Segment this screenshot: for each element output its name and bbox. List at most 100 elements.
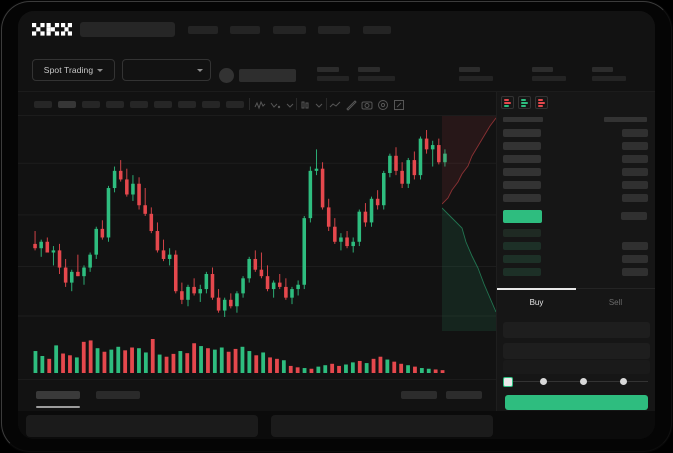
orderbook-price xyxy=(503,194,541,202)
timeframe-6[interactable] xyxy=(154,101,172,108)
orderbook-amount xyxy=(622,142,648,150)
candlestick-chart[interactable] xyxy=(18,116,496,331)
camera-icon[interactable] xyxy=(361,98,373,110)
chevron-down-icon[interactable] xyxy=(284,98,296,110)
orderbook-ask-row[interactable] xyxy=(497,129,655,142)
orderbook-ask-row[interactable] xyxy=(497,155,655,168)
order-type-field[interactable] xyxy=(503,322,650,338)
slider-stop-50[interactable] xyxy=(580,378,587,385)
app-screen: Spot Trading xyxy=(18,11,655,439)
market-stat-last-price xyxy=(317,67,349,81)
pair-select[interactable] xyxy=(122,59,211,81)
bottom-panel-left[interactable] xyxy=(26,415,258,437)
active-trade-tab-indicator xyxy=(497,288,576,290)
orderbook-bid-row[interactable] xyxy=(497,229,655,242)
coin-avatar-icon xyxy=(219,68,234,83)
nav-item-3[interactable] xyxy=(273,26,306,34)
timeframe-8[interactable] xyxy=(202,101,220,108)
orderbook-amount xyxy=(622,129,648,137)
trade-form-tabs: Buy Sell xyxy=(497,288,655,314)
timeframe-9[interactable] xyxy=(226,101,244,108)
tab-buy[interactable]: Buy xyxy=(529,297,544,307)
bottom-panel-row xyxy=(18,411,655,439)
chevron-down-icon xyxy=(197,69,203,72)
toolbar-divider xyxy=(296,98,297,110)
line-chart-icon[interactable] xyxy=(329,98,341,110)
fullscreen-icon[interactable] xyxy=(393,98,405,110)
orderbook-amount xyxy=(622,268,648,276)
volume-chart-svg xyxy=(33,339,445,374)
place-buy-order-button[interactable] xyxy=(505,395,648,410)
price-field[interactable] xyxy=(503,343,650,359)
orderbook-asks-icon[interactable] xyxy=(535,96,548,109)
orderbook-amount xyxy=(622,194,648,202)
candlestick-chart-svg xyxy=(18,130,496,317)
orderbook-bid-row[interactable] xyxy=(497,268,655,281)
orderbook-amount xyxy=(622,181,648,189)
compare-icon[interactable] xyxy=(270,98,282,110)
orderbook-price xyxy=(503,229,541,237)
bottom-tab-open-orders[interactable] xyxy=(36,391,80,399)
search-input[interactable] xyxy=(80,22,175,37)
trading-mode-select[interactable]: Spot Trading xyxy=(32,59,115,81)
orderbook-ask-row[interactable] xyxy=(497,181,655,194)
nav-item-1[interactable] xyxy=(188,26,218,34)
orderbook-ask-row[interactable] xyxy=(497,142,655,155)
indicators-icon[interactable] xyxy=(254,98,266,110)
bottom-action-1[interactable] xyxy=(401,391,437,399)
nav-item-5[interactable] xyxy=(363,26,391,34)
order-book-display-modes xyxy=(501,96,548,109)
toolbar-divider xyxy=(326,98,327,110)
market-stat-high xyxy=(459,67,493,81)
slider-stop-25[interactable] xyxy=(540,378,547,385)
orderbook-ask-row[interactable] xyxy=(497,168,655,181)
orderbook-bid-row[interactable] xyxy=(497,242,655,255)
trading-mode-label: Spot Trading xyxy=(43,65,94,75)
bottom-action-2[interactable] xyxy=(446,391,482,399)
orderbook-col-amount xyxy=(604,117,647,122)
settings-icon[interactable] xyxy=(377,98,389,110)
tab-sell[interactable]: Sell xyxy=(608,297,623,307)
orderbook-ask-row[interactable] xyxy=(497,194,655,207)
chevron-down-icon[interactable] xyxy=(313,98,325,110)
bottom-tab-bar xyxy=(18,379,496,411)
nav-item-4[interactable] xyxy=(318,26,350,34)
orderbook-amount xyxy=(622,168,648,176)
orderbook-bid-row[interactable] xyxy=(497,255,655,268)
active-tab-indicator xyxy=(36,406,80,408)
orderbook-current-amount xyxy=(621,212,647,220)
amount-field[interactable] xyxy=(503,360,650,374)
bottom-panel-right[interactable] xyxy=(271,415,493,437)
orderbook-price xyxy=(503,129,541,137)
okx-logo-icon[interactable] xyxy=(32,23,72,37)
orderbook-amount xyxy=(622,255,648,263)
chart-type-icon[interactable] xyxy=(299,98,311,110)
amount-percent-slider[interactable] xyxy=(506,381,648,382)
app-header xyxy=(18,11,655,49)
orderbook-current-price[interactable] xyxy=(503,210,542,223)
chart-toolbar xyxy=(18,92,496,116)
timeframe-4[interactable] xyxy=(106,101,124,108)
orderbook-col-price xyxy=(503,117,543,122)
timeframe-2[interactable] xyxy=(58,101,76,108)
bottom-tab-order-history[interactable] xyxy=(96,391,140,399)
orderbook-price xyxy=(503,142,541,150)
orderbook-price xyxy=(503,168,541,176)
timeframe-3[interactable] xyxy=(82,101,100,108)
orderbook-price xyxy=(503,155,541,163)
orderbook-price xyxy=(503,268,541,276)
slider-handle[interactable] xyxy=(503,377,513,387)
orderbook-amount xyxy=(622,155,648,163)
market-stat-volume xyxy=(592,67,626,81)
timeframe-5[interactable] xyxy=(130,101,148,108)
timeframe-1[interactable] xyxy=(34,101,52,108)
timeframe-7[interactable] xyxy=(178,101,196,108)
chevron-down-icon xyxy=(97,68,104,72)
orderbook-both-icon[interactable] xyxy=(501,96,514,109)
orderbook-bids-icon[interactable] xyxy=(518,96,531,109)
slider-stop-75[interactable] xyxy=(620,378,627,385)
nav-item-2[interactable] xyxy=(230,26,260,34)
volume-chart xyxy=(18,331,496,379)
drawing-tools-icon[interactable] xyxy=(345,98,357,111)
